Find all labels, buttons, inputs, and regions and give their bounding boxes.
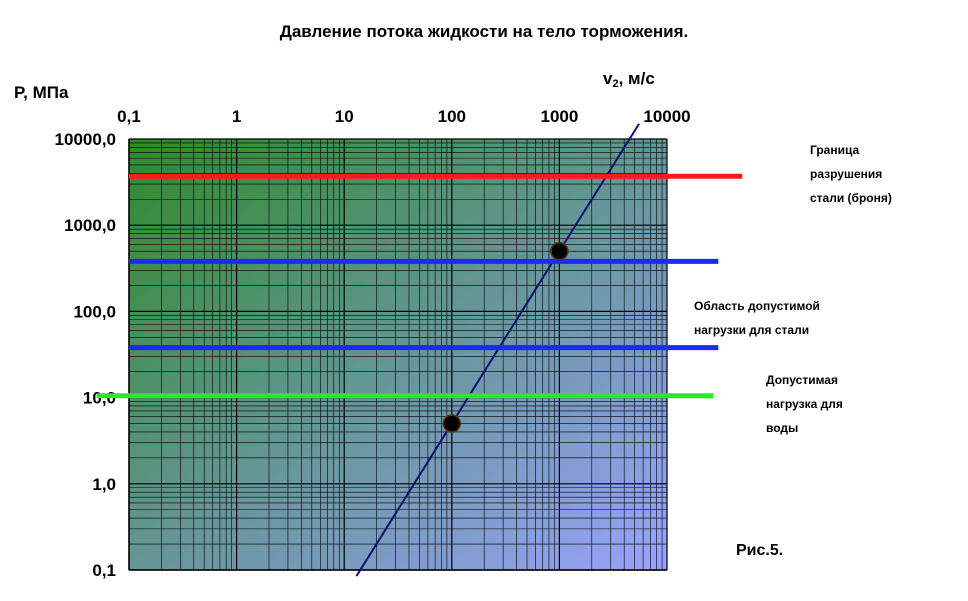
annotation-steel-limit: Граница разрушения стали (броня) <box>810 138 892 210</box>
x-axis-label: v2, м/с <box>603 69 655 90</box>
y-tick-label: 1000,0 <box>64 216 116 235</box>
data-point <box>550 241 569 261</box>
annotation-line: нагрузка для <box>766 397 843 411</box>
x-tick-label: 0,1 <box>117 107 141 126</box>
y-axis-label: P, МПа <box>14 83 69 102</box>
x-tick-label: 1000 <box>540 107 578 126</box>
annotation-water-load: Допустимая нагрузка для воды <box>766 368 843 440</box>
data-point <box>442 414 462 433</box>
annotation-line: Граница <box>810 143 860 157</box>
annotation-line: нагрузки для стали <box>694 323 810 337</box>
figure-caption: Рис.5. <box>736 542 784 559</box>
data-points <box>442 241 569 433</box>
x-tick-labels: 0,1 1 10 100 1000 10000 <box>117 107 690 126</box>
annotation-line: стали (броня) <box>810 191 892 205</box>
series-line <box>355 123 640 577</box>
y-tick-label: 0,1 <box>92 561 116 580</box>
x-tick-label: 10000 <box>643 107 690 126</box>
x-axis-label-subscript: 2 <box>612 78 619 90</box>
annotation-line: Допустимая <box>766 373 838 387</box>
plot-area <box>129 139 667 570</box>
y-tick-label: 1,0 <box>92 475 116 494</box>
annotation-line: Область допустимой <box>694 299 820 313</box>
annotation-line: воды <box>766 421 799 435</box>
annotation-line: разрушения <box>810 167 883 181</box>
x-tick-label: 1 <box>232 107 241 126</box>
grid-lines <box>128 138 668 571</box>
x-tick-label: 100 <box>438 107 466 126</box>
x-axis-label-unit: , м/с <box>618 69 655 88</box>
x-axis-label-main: v <box>603 69 613 88</box>
y-tick-label: 100,0 <box>73 302 116 321</box>
annotation-steel-load: Область допустимой нагрузки для стали <box>694 294 820 342</box>
chart-title: Давление потока жидкости на тело торможе… <box>279 22 689 41</box>
reference-lines <box>96 173 743 399</box>
y-tick-label: 10000,0 <box>55 130 116 149</box>
curve-layer <box>355 123 640 577</box>
x-tick-label: 10 <box>335 107 354 126</box>
